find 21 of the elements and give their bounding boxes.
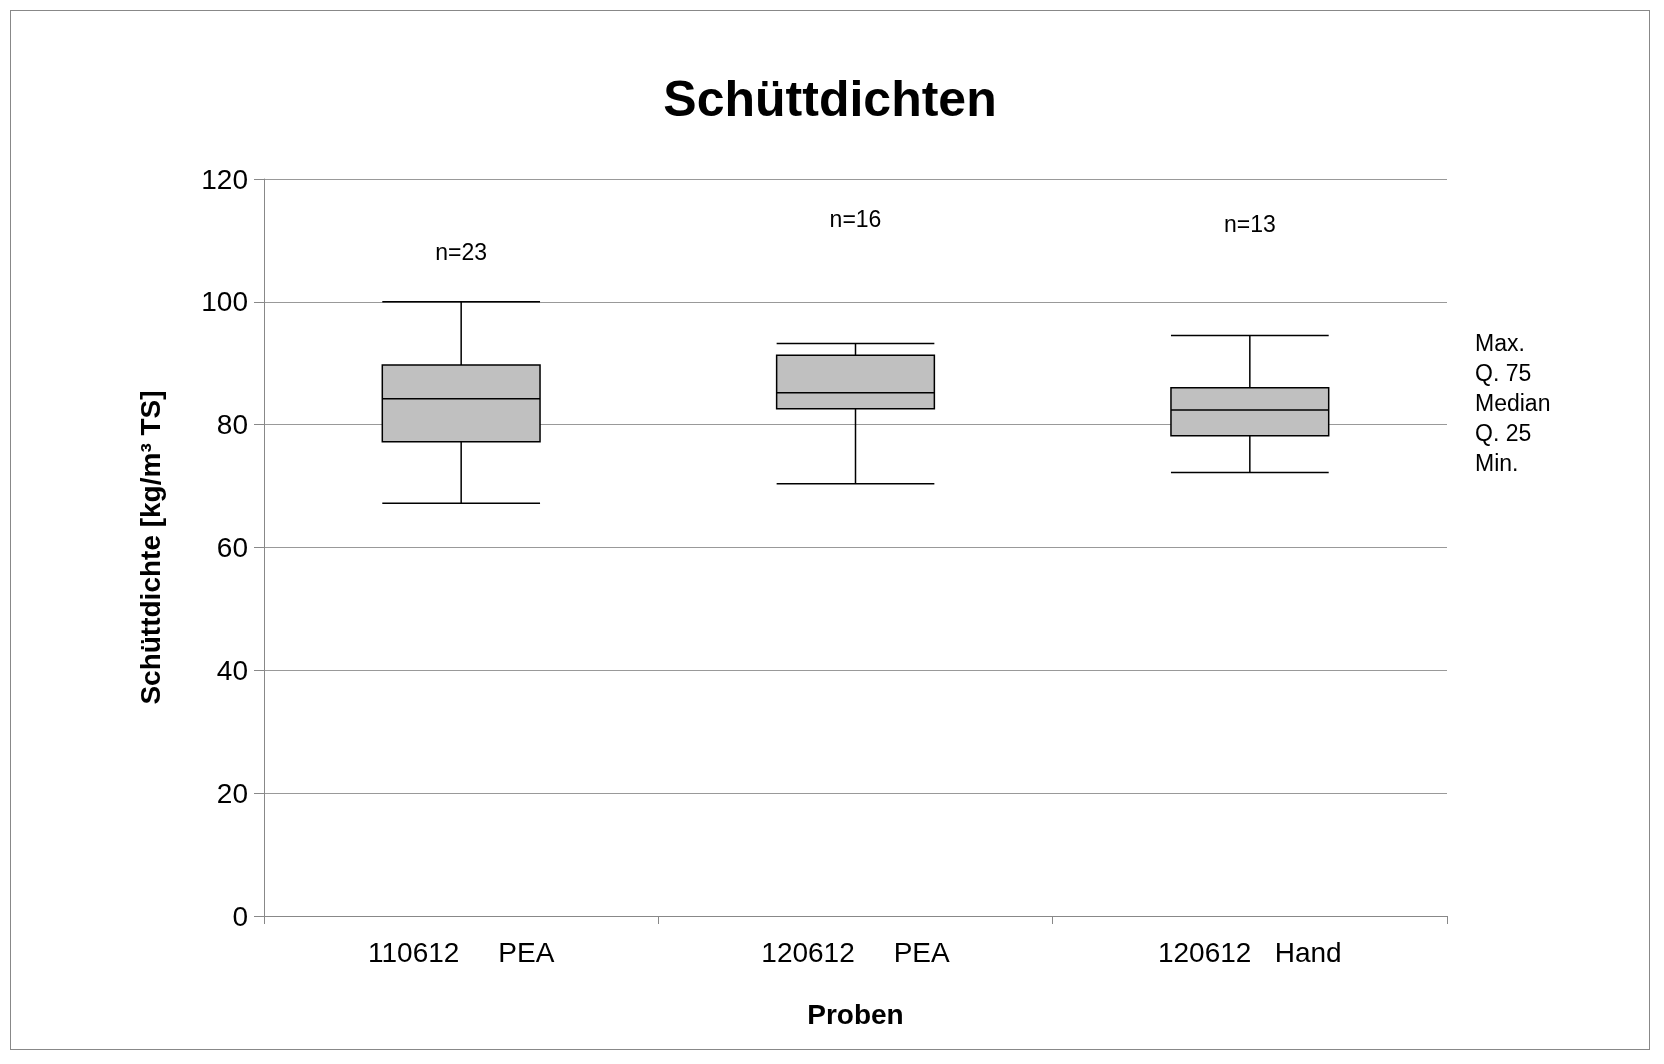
- text: Q. 25: [1475, 419, 1532, 446]
- annotation: n=16: [829, 206, 882, 232]
- y-tick-label: 60: [216, 532, 248, 563]
- x-tick-label: 110612 PEA: [368, 936, 555, 968]
- text: Max.: [1475, 329, 1525, 356]
- y-tick-label: 100: [201, 286, 248, 318]
- text: Median: [1475, 389, 1551, 416]
- annotation: n=23: [435, 239, 488, 265]
- x-axis-title: Proben: [807, 998, 904, 1030]
- x-tick-label: 120612 Hand: [1157, 936, 1342, 968]
- chart-title: Schüttdichten: [663, 71, 997, 127]
- y-tick-label: 80: [216, 409, 248, 441]
- y-axis-title: Schüttdichte [kg/m³ TS]: [134, 390, 166, 705]
- text: Min.: [1475, 449, 1519, 476]
- y-tick-label: 20: [216, 777, 248, 809]
- y-tick-label: 0: [232, 900, 248, 932]
- text: Q. 75: [1475, 359, 1532, 386]
- annotation: n=13: [1223, 211, 1276, 237]
- y-tick-label: 120: [201, 163, 248, 195]
- x-tick-label: 120612 PEA: [761, 936, 950, 968]
- y-tick-label: 40: [216, 654, 248, 686]
